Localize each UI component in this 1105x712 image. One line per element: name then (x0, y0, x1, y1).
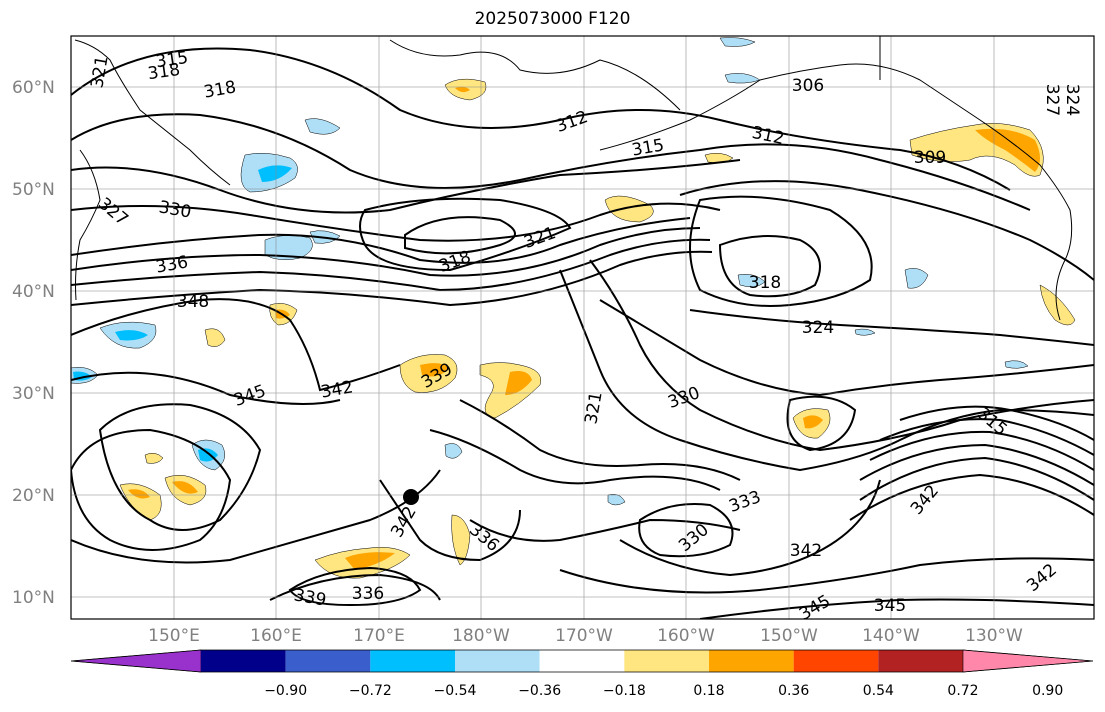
colorbar-tick: 0.54 (862, 683, 894, 699)
contour-lines (71, 47, 1094, 619)
colorbar-tick: −0.18 (602, 683, 646, 699)
colorbar-segment (455, 650, 540, 672)
colorbar-segment (539, 650, 625, 672)
lon-label-130w: 130°W (965, 626, 1023, 646)
lon-label-170e: 170°E (353, 626, 405, 646)
colorbar-tick: −0.72 (348, 683, 392, 699)
map-title: 2025073000 F120 (474, 9, 631, 29)
lat-label-20n: 20°N (12, 486, 55, 506)
colorbar-segment (370, 650, 455, 672)
colorbar-tick: −0.90 (264, 683, 308, 699)
colorbar-segment (709, 650, 794, 672)
lat-label-40n: 40°N (12, 282, 55, 302)
colorbar-tick: 0.72 (947, 683, 979, 699)
colorbar-segment (624, 650, 709, 672)
lon-label-160e: 160°E (250, 626, 302, 646)
lon-label-180w: 180°W (452, 626, 510, 646)
colorbar-extend-high (962, 649, 1094, 673)
lon-label-140w: 140°W (862, 626, 920, 646)
shaded-anomalies (71, 37, 1076, 579)
lon-label-150w: 150°W (760, 626, 818, 646)
map-frame (70, 35, 1095, 620)
colorbar-tick: 0.18 (693, 683, 725, 699)
colorbar-segment (285, 650, 371, 672)
lon-label-170w: 170°W (555, 626, 613, 646)
graticule (71, 36, 1094, 619)
lat-label-10n: 10°N (12, 588, 55, 608)
lat-label-60n: 60°N (12, 78, 55, 98)
coastlines (74, 36, 1073, 321)
colorbar-tick: −0.36 (518, 683, 562, 699)
colorbar-segment (201, 650, 286, 672)
colorbar-segment (878, 650, 963, 672)
colorbar-tick: 0.36 (778, 683, 810, 699)
storm-center-marker (403, 489, 419, 505)
colorbar-frame (70, 649, 1094, 673)
lat-label-50n: 50°N (12, 180, 55, 200)
colorbar-extend-low (70, 649, 202, 673)
colorbar-tick: 0.90 (1032, 683, 1064, 699)
lat-label-30n: 30°N (12, 384, 55, 404)
colorbar-tick: −0.54 (433, 683, 477, 699)
colorbar-segment (793, 650, 879, 672)
lon-label-160w: 160°W (657, 626, 715, 646)
lon-label-150e: 150°E (148, 626, 200, 646)
